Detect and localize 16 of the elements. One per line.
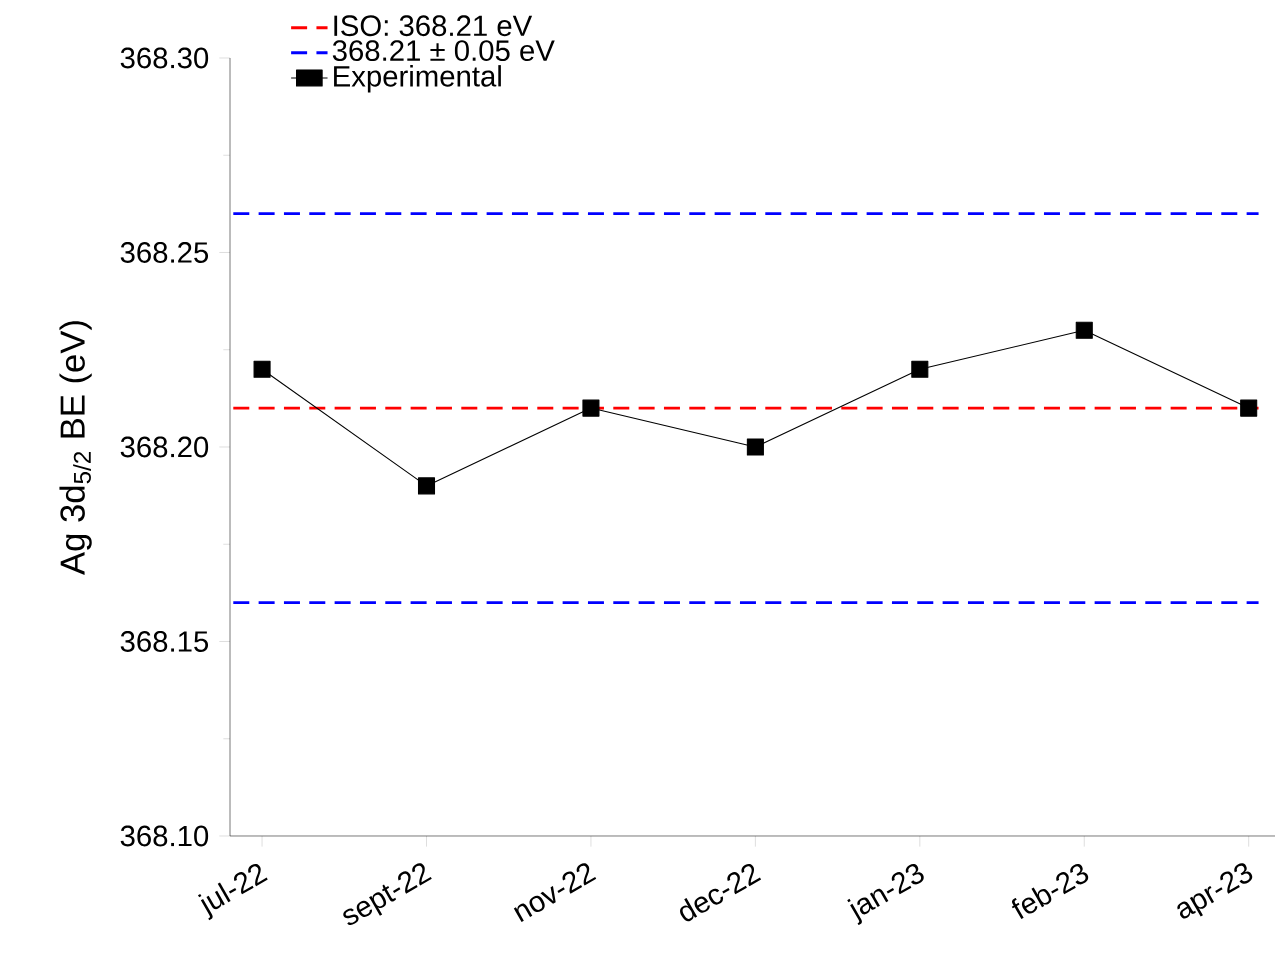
y-tick-label: 368.20 [120,436,209,458]
legend-label: 368.21 ± 0.05 eV [332,40,555,62]
legend-label: ISO: 368.21 eV [334,15,533,37]
point [417,477,436,495]
point [582,399,600,417]
y-tick-label: 368.30 [120,47,209,69]
point [911,360,929,378]
y-axis-title: Ag 3d$_{5/2}$ BE (eV) [59,321,92,575]
point [1240,399,1258,417]
y-tick-label: 368.25 [120,242,209,263]
point [253,360,271,378]
y-tick-label: 368.10 [120,825,209,847]
y-tick-label: 368.15 [120,631,209,652]
legend-label: Experimental [334,65,501,93]
point [1075,321,1093,339]
point [746,438,764,456]
